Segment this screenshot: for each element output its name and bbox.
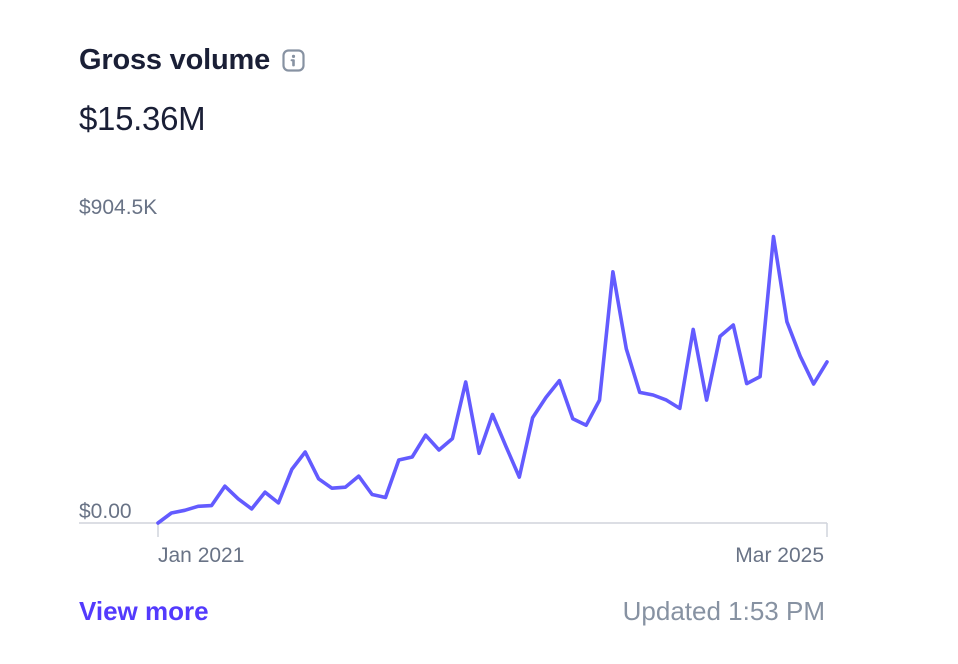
axes-layer: $0.00 $904.5K Jan 2021 Mar 2025 xyxy=(79,196,828,567)
card-title: Gross volume xyxy=(79,44,270,76)
series-line xyxy=(156,234,829,525)
y-tick-label: $0.00 xyxy=(79,500,132,523)
x-tick-label: Jan 2021 xyxy=(158,544,244,567)
x-tick-label: Mar 2025 xyxy=(735,544,824,567)
info-icon-graphic xyxy=(282,49,305,72)
y-tick-label: $904.5K xyxy=(79,196,157,219)
title-row: Gross volume xyxy=(79,44,305,77)
info-icon[interactable] xyxy=(282,49,305,72)
updated-timestamp: Updated 1:53 PM xyxy=(622,596,825,626)
line-layer xyxy=(156,234,829,525)
total-volume-value: $15.36M xyxy=(79,100,206,137)
view-more-link[interactable]: View more xyxy=(79,596,209,626)
